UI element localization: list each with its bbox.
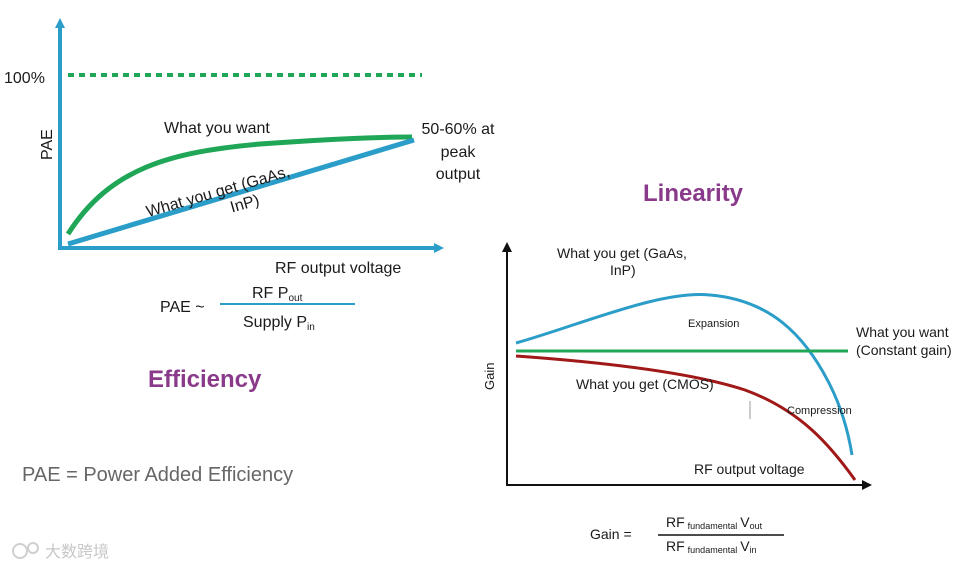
gaas-label-line1: What you get (GaAs,: [557, 245, 687, 261]
expansion-label: Expansion: [688, 318, 739, 330]
want-label-line1: What you want: [856, 324, 949, 340]
get-line-label: What you get (GaAs, InP): [144, 164, 291, 221]
gain-den-rf: RF: [666, 538, 685, 554]
pae-footnote: PAE = Power Added Efficiency: [22, 464, 293, 486]
peak-note-line3: output: [436, 166, 481, 183]
hundred-percent-label: 100%: [4, 70, 45, 87]
want-label-line2: (Constant gain): [856, 342, 952, 358]
gain-num-sub: fundamental: [688, 521, 738, 531]
watermark-text: 大数跨境: [45, 542, 109, 561]
want-curve: [65, 134, 413, 236]
gain-formula-lhs: Gain =: [590, 526, 632, 542]
gain-num-v: V: [740, 514, 750, 530]
pae-den-sub: in: [307, 322, 315, 333]
cmos-label: What you get (CMOS): [576, 376, 714, 392]
get-line: [67, 137, 415, 247]
efficiency-heading: Efficiency: [148, 366, 262, 393]
efficiency-y-axis-label: PAE: [39, 129, 56, 160]
gain-formula-denominator: RF fundamental Vin: [666, 538, 757, 555]
linearity-chart: Gain What you get (GaAs, InP) Expansion …: [482, 242, 952, 490]
pae-formula-numerator: RF Pout: [252, 285, 303, 304]
linearity-heading: Linearity: [643, 180, 744, 207]
efficiency-x-axis-label: RF output voltage: [275, 260, 401, 277]
gaas-gain-curve: [515, 293, 854, 456]
gain-den-sub: fundamental: [688, 545, 738, 555]
pae-formula: PAE ~ RF Pout Supply Pin: [160, 285, 355, 333]
linearity-y-axis-label: Gain: [482, 363, 497, 390]
linearity-x-axis-label: RF output voltage: [694, 461, 805, 477]
cmos-gain-curve: [515, 354, 857, 481]
compression-label: Compression: [787, 405, 852, 417]
watermark-logo-icon: [12, 543, 28, 559]
watermark-logo-icon-2: [27, 542, 39, 554]
peak-note-line2: peak: [441, 144, 477, 161]
gaas-label-line2: InP): [610, 262, 636, 278]
pae-den-main: Supply P: [243, 314, 307, 331]
pae-num-sub: out: [288, 293, 302, 304]
pae-formula-lhs: PAE ~: [160, 299, 205, 316]
want-curve-label: What you want: [164, 120, 270, 137]
gain-den-v: V: [740, 538, 750, 554]
efficiency-chart: 100% PAE What you want What you get (GaA…: [4, 18, 495, 277]
gain-num-vsub: out: [750, 521, 763, 531]
pae-formula-denominator: Supply Pin: [243, 314, 315, 333]
gain-formula: Gain = RF fundamental Vout RF fundamental Vi…: [590, 514, 784, 555]
peak-note-line1: 50-60% at: [422, 121, 495, 138]
gain-num-rf: RF: [666, 514, 685, 530]
gain-formula-numerator: RF fundamental Vout: [666, 514, 763, 531]
gain-den-vsub: in: [750, 545, 757, 555]
pae-num-main: RF P: [252, 285, 288, 302]
watermark: 大数跨境: [12, 542, 109, 561]
get-line-label-line1: What you get (GaAs,: [144, 164, 291, 221]
